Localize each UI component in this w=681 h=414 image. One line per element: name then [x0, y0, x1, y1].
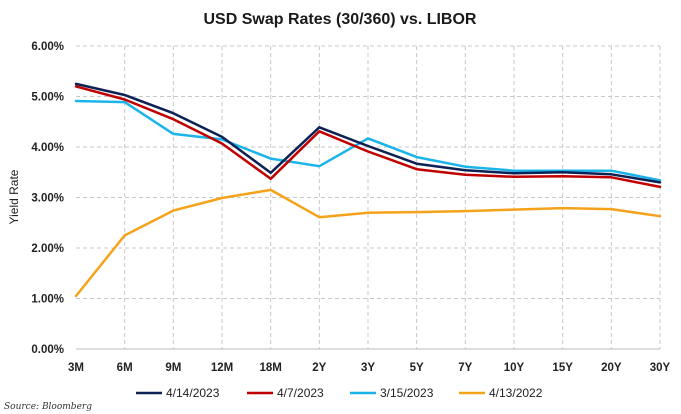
series-lines: [74, 82, 662, 298]
legend-label: 3/15/2023: [380, 386, 434, 400]
y-tick-label: 0.00%: [31, 344, 64, 356]
series-line-3-15-2023: [74, 99, 662, 182]
x-tick-label: 20Y: [601, 362, 622, 374]
x-tick-label: 6M: [117, 362, 133, 374]
x-tick-label: 30Y: [650, 362, 671, 374]
x-tick-label: 15Y: [552, 362, 573, 374]
y-tick-label: 6.00%: [31, 41, 64, 53]
x-tick-label: 7Y: [458, 362, 472, 374]
y-tick-label: 3.00%: [31, 193, 64, 205]
x-tick-label: 3Y: [361, 362, 375, 374]
y-axis-tick-labels: 0.00% 1.00% 2.00% 3.00% 4.00% 5.00% 6.00%: [31, 41, 64, 356]
y-axis-label: Yield Rate: [7, 169, 21, 224]
x-tick-label: 18M: [259, 362, 281, 374]
grid: [76, 45, 661, 349]
source-note: Source: Bloomberg: [4, 402, 92, 412]
legend: 4/14/2023 4/7/2023 3/15/2023 4/13/2022: [136, 386, 543, 400]
chart-title: USD Swap Rates (30/360) vs. LIBOR: [204, 11, 477, 28]
x-tick-label: 12M: [211, 362, 233, 374]
x-tick-label: 9M: [165, 362, 181, 374]
x-axis-tick-labels: 3M 6M 9M 12M 18M 2Y 3Y 5Y 7Y 10Y 15Y 20Y 30Y: [68, 362, 671, 374]
series-line-4-14-2023: [74, 82, 662, 184]
legend-label: 4/7/2023: [277, 386, 324, 400]
x-tick-label: 3M: [68, 362, 84, 374]
x-tick-label: 2Y: [312, 362, 326, 374]
x-tick-label: 5Y: [410, 362, 424, 374]
legend-label: 4/14/2023: [166, 386, 220, 400]
x-tick-label: 10Y: [504, 362, 525, 374]
series-line-4-13-2022: [74, 188, 662, 298]
y-tick-label: 4.00%: [31, 142, 64, 154]
legend-label: 4/13/2022: [489, 386, 543, 400]
y-tick-label: 2.00%: [31, 243, 64, 255]
series-line-4-7-2023: [74, 85, 662, 189]
y-tick-label: 1.00%: [31, 294, 64, 306]
y-tick-label: 5.00%: [31, 92, 64, 104]
